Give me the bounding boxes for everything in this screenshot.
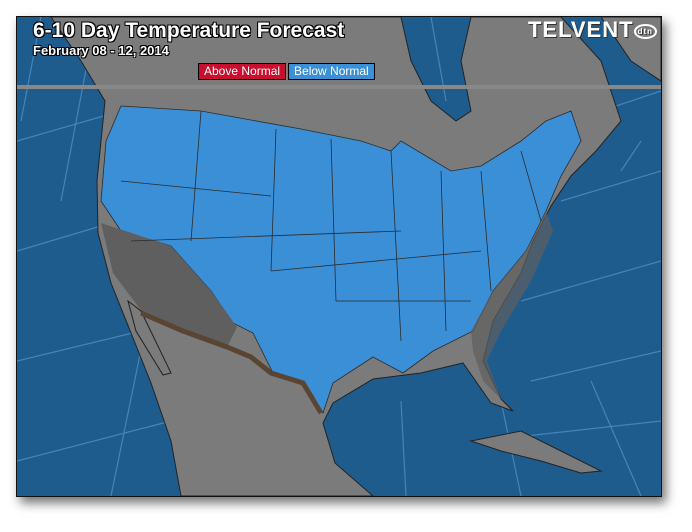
page-title: 6-10 Day Temperature Forecast [33, 19, 345, 42]
forecast-map [17, 17, 661, 496]
date-range: February 08 - 12, 2014 [33, 43, 169, 58]
header-divider [17, 85, 661, 89]
southwest-shade [101, 223, 237, 347]
state-borders [120, 110, 542, 342]
legend-above-normal: Above Normal [198, 63, 287, 80]
legend-below-normal: Below Normal [288, 63, 375, 80]
land-greenland-corner [600, 17, 661, 82]
land-cuba [469, 430, 603, 474]
land-baja [127, 299, 172, 376]
southeast-shade [471, 211, 553, 399]
legend: Above Normal Below Normal [198, 63, 375, 80]
forecast-map-frame: 6-10 Day Temperature Forecast February 0… [16, 16, 662, 497]
border-shade [140, 310, 324, 415]
telvent-logo: TELVENT dtn [528, 17, 657, 43]
